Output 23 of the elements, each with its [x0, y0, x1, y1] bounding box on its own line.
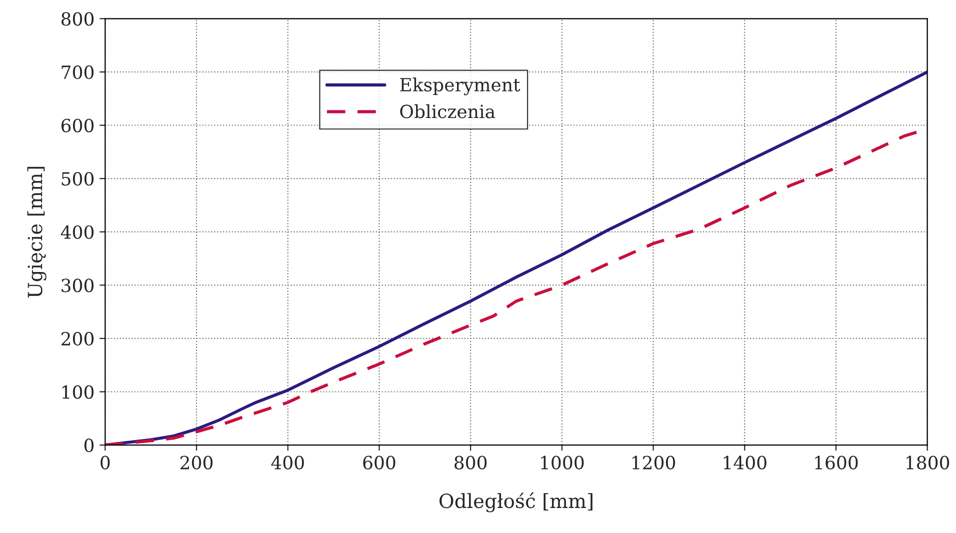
y-tick-label: 400: [60, 225, 94, 239]
x-tick-label: 1000: [541, 456, 584, 470]
x-axis-title: Odległość [mm]: [439, 492, 592, 512]
y-tick-label: 700: [62, 65, 94, 80]
x-tick-label: 600: [363, 456, 396, 470]
y-tick-label: 0: [84, 438, 94, 452]
y-tick-label: 200: [62, 332, 94, 346]
x-tick-label: 800: [454, 456, 487, 470]
y-tick-label: 600: [61, 118, 94, 132]
y-tick-label: 300: [62, 278, 94, 292]
y-tick-label: 800: [61, 12, 94, 26]
x-tick-label: 1600: [815, 456, 858, 470]
y-tick-label: 500: [62, 172, 94, 186]
legend-label: Eksperyment: [400, 78, 520, 96]
y-tick-label: 100: [62, 385, 94, 399]
x-tick-label: 1400: [724, 456, 766, 470]
legend-label: Obliczenia: [400, 104, 496, 118]
x-tick-label: 1200: [632, 456, 676, 470]
x-tick-label: 0: [100, 456, 110, 470]
y-axis-title: Ugięcie [mm]: [27, 166, 46, 298]
x-tick-label: 200: [180, 456, 213, 470]
x-tick-label: 400: [271, 456, 304, 470]
x-tick-label: 1800: [906, 456, 950, 470]
